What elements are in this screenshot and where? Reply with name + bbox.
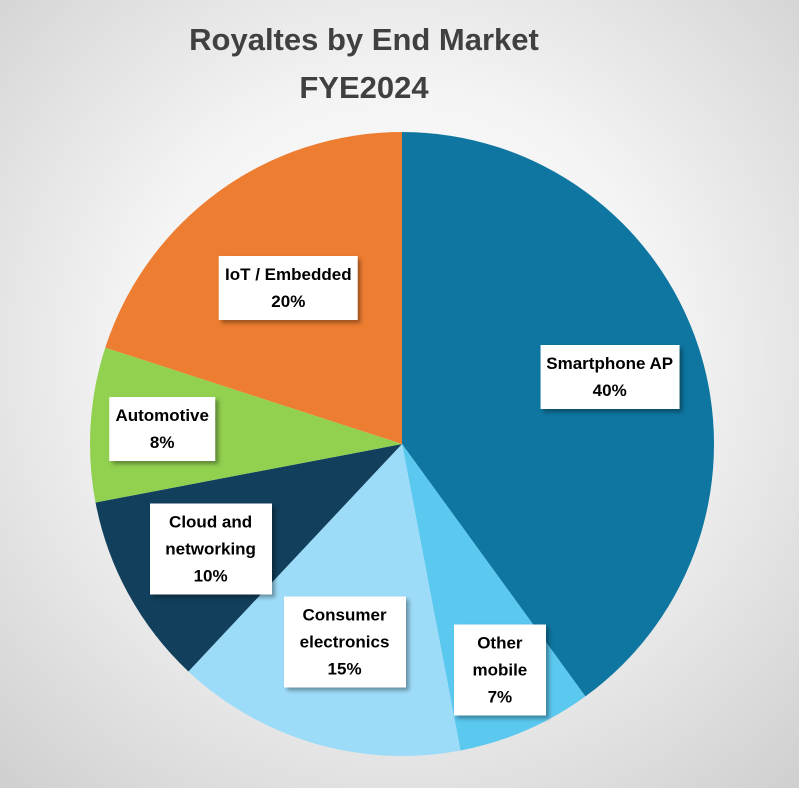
- data-label: Automotive 8%: [109, 396, 215, 461]
- label-category: Other mobile: [472, 633, 528, 680]
- data-label: Cloud and networking 10%: [149, 503, 272, 595]
- pie-slice: [402, 132, 715, 697]
- label-category: Smartphone AP: [546, 353, 674, 373]
- data-label: Smartphone AP 40%: [540, 344, 680, 409]
- label-value: 20%: [271, 291, 306, 311]
- data-label: IoT / Embedded 20%: [219, 255, 358, 320]
- label-category: IoT / Embedded: [225, 264, 352, 284]
- label-category: Consumer electronics: [299, 605, 390, 652]
- label-category: Automotive: [115, 405, 209, 425]
- data-label: Other mobile 7%: [453, 624, 546, 716]
- label-value: 8%: [149, 432, 175, 452]
- pie-slice: [89, 347, 402, 503]
- chart-title: Royaltes by End Market: [189, 22, 539, 57]
- label-category: Cloud and networking: [165, 512, 256, 559]
- label-value: 7%: [487, 687, 513, 707]
- chart-subtitle: FYE2024: [299, 70, 429, 105]
- label-value: 40%: [592, 380, 627, 400]
- data-label: Consumer electronics 15%: [283, 596, 406, 688]
- label-value: 10%: [193, 566, 228, 586]
- label-value: 15%: [327, 659, 362, 679]
